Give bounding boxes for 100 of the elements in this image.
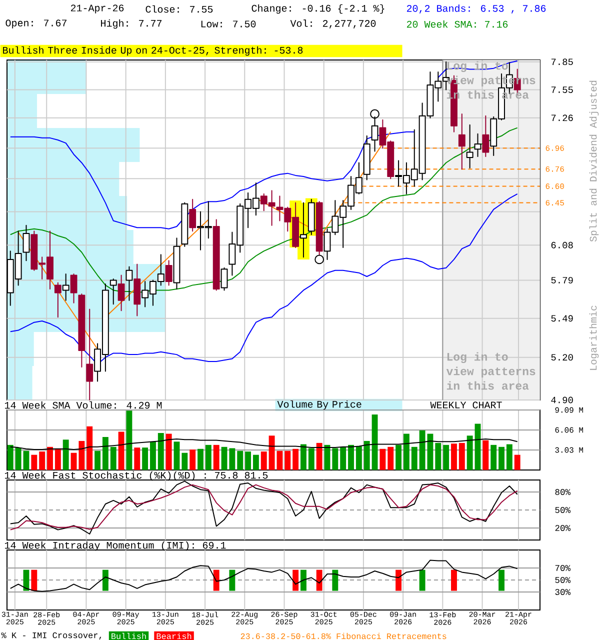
text: Low: 7.50 bbox=[201, 20, 256, 28]
bar bbox=[308, 448, 314, 470]
text: Change: -0.16 {-2.1 %} bbox=[252, 4, 384, 14]
bar bbox=[340, 446, 346, 470]
text: WEEKLY CHART bbox=[430, 402, 502, 408]
bar bbox=[118, 432, 124, 470]
bar bbox=[126, 410, 132, 470]
candlestick bbox=[134, 264, 141, 316]
bar bbox=[316, 442, 322, 470]
candlestick bbox=[78, 293, 86, 368]
series-label: 6.96 bbox=[546, 145, 564, 151]
y-tick-label: 80% bbox=[555, 489, 571, 495]
bar bbox=[482, 440, 489, 470]
bar bbox=[213, 444, 220, 470]
candlestick bbox=[181, 202, 188, 247]
y-tick-label: 4.90 bbox=[551, 396, 573, 404]
text: Bearish bbox=[156, 632, 192, 640]
bar bbox=[134, 448, 140, 470]
bar bbox=[198, 448, 204, 470]
y-tick-label: 3.03 M bbox=[555, 447, 584, 453]
y-tick-label: 7.26 bbox=[551, 114, 573, 122]
bar bbox=[15, 448, 22, 470]
candlestick bbox=[70, 274, 78, 304]
bar bbox=[62, 440, 69, 470]
annotation: Log in to view patterns in this area bbox=[446, 352, 536, 390]
bar bbox=[372, 414, 378, 470]
y-tick-label: 6.06 M bbox=[555, 427, 584, 433]
bar bbox=[54, 448, 61, 470]
candlestick bbox=[220, 267, 228, 291]
y-tick-label: 70% bbox=[555, 565, 571, 571]
bar bbox=[411, 446, 418, 470]
bar bbox=[474, 424, 481, 470]
candlestick bbox=[173, 238, 180, 290]
candlestick bbox=[22, 224, 30, 262]
candlestick bbox=[308, 198, 315, 236]
bar bbox=[435, 442, 442, 470]
y-tick-label: 9.09 M bbox=[555, 407, 584, 413]
candlestick bbox=[363, 135, 370, 180]
y-tick-label: 6.08 bbox=[551, 242, 573, 248]
bar bbox=[419, 430, 426, 470]
bar bbox=[150, 442, 156, 470]
candlestick bbox=[474, 133, 482, 157]
bar bbox=[102, 436, 108, 470]
candlestick bbox=[86, 308, 94, 400]
bar bbox=[237, 450, 244, 470]
candlestick bbox=[62, 274, 70, 301]
bar bbox=[110, 446, 116, 470]
bar bbox=[348, 444, 354, 470]
text: Bullish Three Inside Up on 24-Oct-25, Strength: -53.8 bbox=[3, 46, 303, 56]
y-tick-label: 5.79 bbox=[551, 276, 573, 284]
bar bbox=[332, 448, 338, 470]
y-tick-label: 5.49 bbox=[551, 315, 573, 322]
bar bbox=[292, 448, 299, 470]
candlestick bbox=[300, 202, 307, 258]
text: Vol: 2,277,720 bbox=[290, 20, 376, 29]
legend-title: % K - IMI Crossover, bbox=[1, 632, 102, 640]
text: Close: 7.55 bbox=[146, 5, 213, 13]
bar bbox=[284, 450, 291, 470]
text: 20 Week SMA: 7.16 bbox=[406, 20, 508, 28]
y-tick-label: 30% bbox=[555, 589, 571, 595]
bar bbox=[221, 446, 228, 470]
bar bbox=[205, 444, 212, 470]
text: High: 7.77 bbox=[101, 19, 162, 29]
bar bbox=[356, 446, 362, 470]
bar bbox=[182, 452, 188, 470]
text: Split and Dividend Adjusted bbox=[589, 80, 599, 242]
y-tick-label: 7.55 bbox=[551, 86, 573, 93]
series-label: 6.60 bbox=[546, 184, 564, 189]
bar bbox=[78, 440, 85, 470]
chart-title: 14 Week SMA Volume: 4.29 M bbox=[4, 401, 162, 409]
y-tick-label: 5.20 bbox=[551, 354, 573, 361]
candlestick bbox=[189, 198, 196, 232]
bar bbox=[47, 446, 53, 470]
text: 20,2 Bands: 6.53 , 7.86 bbox=[406, 4, 546, 14]
bar bbox=[490, 444, 497, 470]
bar bbox=[396, 444, 402, 470]
text: Volume By Price bbox=[277, 400, 362, 410]
bar bbox=[70, 452, 77, 470]
bar bbox=[252, 454, 259, 470]
y-tick-label: 50% bbox=[555, 577, 571, 583]
candlestick bbox=[482, 115, 490, 157]
bar bbox=[94, 450, 100, 470]
bar bbox=[86, 426, 93, 470]
bar bbox=[31, 454, 38, 470]
series-label: 6.76 bbox=[546, 166, 564, 172]
chart-title: 14 Week Intraday Momentum (IMI): 69.1 bbox=[4, 541, 226, 551]
bar bbox=[245, 452, 252, 470]
y-tick-label: 20% bbox=[555, 525, 571, 531]
bar bbox=[466, 436, 473, 470]
bar bbox=[166, 434, 172, 470]
bar bbox=[190, 450, 196, 470]
bar bbox=[364, 440, 370, 470]
text: 23.6-38.2-50-61.8% Fibonacci Retracements bbox=[240, 632, 446, 640]
candlestick bbox=[466, 124, 474, 168]
bar bbox=[427, 434, 434, 470]
bar bbox=[174, 442, 180, 470]
bar bbox=[403, 434, 410, 470]
text: Bullish bbox=[112, 632, 146, 640]
bar bbox=[260, 452, 267, 470]
candlestick bbox=[165, 260, 172, 286]
